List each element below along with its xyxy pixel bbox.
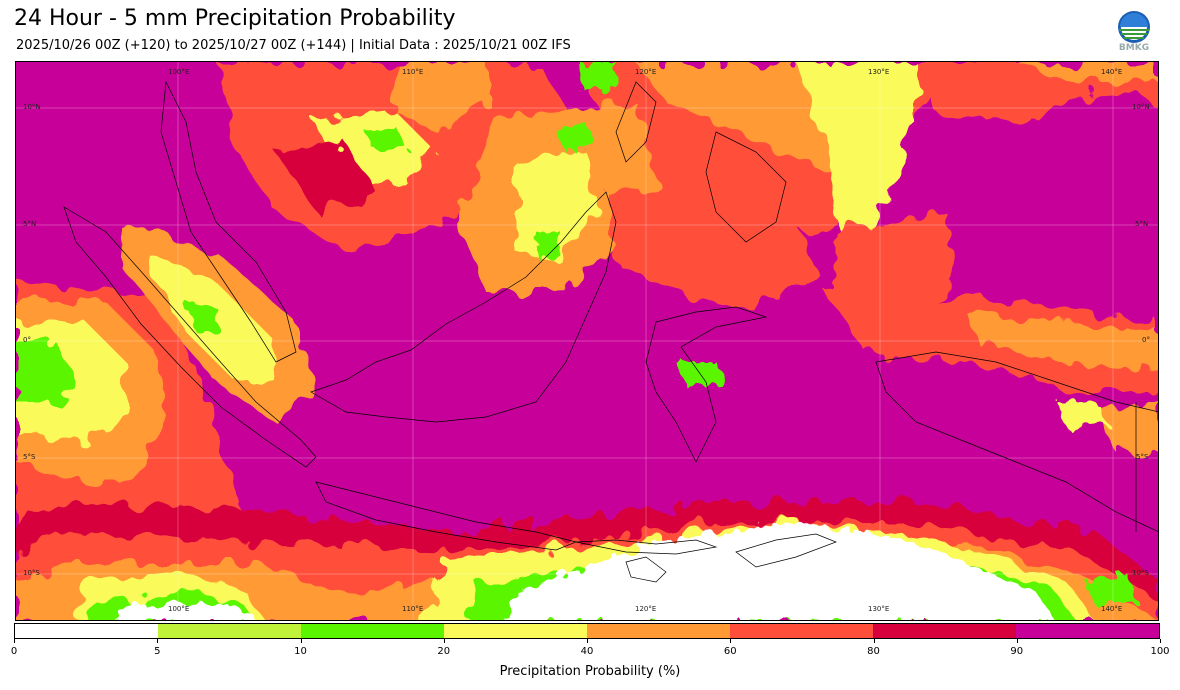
colorbar-segment (730, 624, 873, 638)
colorbar-tick-label: 40 (580, 646, 594, 657)
colorbar-tick-label: 20 (437, 646, 451, 657)
colorbar-tick-mark (443, 639, 445, 643)
colorbar-tick-label: 90 (1010, 646, 1024, 657)
colorbar-tick-mark (1016, 639, 1018, 643)
colorbar-segment (1016, 624, 1159, 638)
colorbar-tick-label: 0 (10, 646, 18, 657)
lon-label-top: 100°E (168, 68, 190, 76)
colorbar-tick-label: 10 (294, 646, 307, 657)
logo-text: BMKG (1118, 43, 1150, 53)
lat-label-right: 5°N (1135, 220, 1149, 228)
colorbar (14, 623, 1160, 639)
lat-label-right: 5°S (1136, 453, 1149, 461)
bmkg-logo: BMKG (1114, 10, 1154, 56)
colorbar-segment (873, 624, 1016, 638)
lon-label-bottom: 100°E (168, 605, 190, 613)
lon-label-top: 120°E (635, 68, 657, 76)
lon-label-bottom: 140°E (1101, 605, 1123, 613)
lat-label-left: 0° (23, 336, 31, 344)
colorbar-tick-mark (873, 639, 875, 643)
colorbar-tick-mark (300, 639, 302, 643)
lat-label-right: 0° (1142, 336, 1150, 344)
colorbar-tick-mark (730, 639, 732, 643)
colorbar-segment (587, 624, 730, 638)
lat-label-left: 10°N (23, 103, 41, 111)
coastlines (63, 80, 1158, 583)
map-field (16, 62, 1158, 620)
colorbar-tick-label: 5 (154, 646, 161, 657)
lat-label-left: 5°S (23, 453, 36, 461)
lat-label-left: 10°S (23, 569, 40, 577)
colorbar-tick-mark (587, 639, 588, 643)
colorbar-tick-mark (157, 639, 159, 643)
lat-label-right: 10°N (1132, 103, 1150, 111)
lon-label-bottom: 120°E (635, 605, 657, 613)
lat-label-left: 5°N (23, 220, 37, 228)
colorbar-segment (444, 624, 587, 638)
colorbar-tick-mark (1160, 639, 1161, 643)
colorbar-tick-mark (14, 639, 15, 643)
colorbar-tick-label: 100 (1150, 646, 1170, 657)
colorbar-segment (158, 624, 301, 638)
lat-label-right: 10°S (1132, 569, 1149, 577)
lon-label-bottom: 110°E (402, 605, 424, 613)
chart-subtitle: 2025/10/26 00Z (+120) to 2025/10/27 00Z … (16, 38, 571, 53)
colorbar-label: Precipitation Probability (%) (499, 664, 681, 679)
lon-label-bottom: 130°E (868, 605, 890, 613)
chart-title: 24 Hour - 5 mm Precipitation Probability (14, 6, 456, 31)
colorbar-segment (301, 624, 444, 638)
lon-label-top: 110°E (402, 68, 424, 76)
lon-label-top: 130°E (868, 68, 890, 76)
lon-label-top: 140°E (1101, 68, 1123, 76)
colorbar-tick-label: 60 (723, 646, 737, 657)
colorbar-segment (15, 624, 158, 638)
precipitation-map: 100°E 110°E 120°E 130°E 140°E 100°E 110°… (15, 61, 1159, 621)
colorbar-tick-label: 80 (867, 646, 880, 657)
